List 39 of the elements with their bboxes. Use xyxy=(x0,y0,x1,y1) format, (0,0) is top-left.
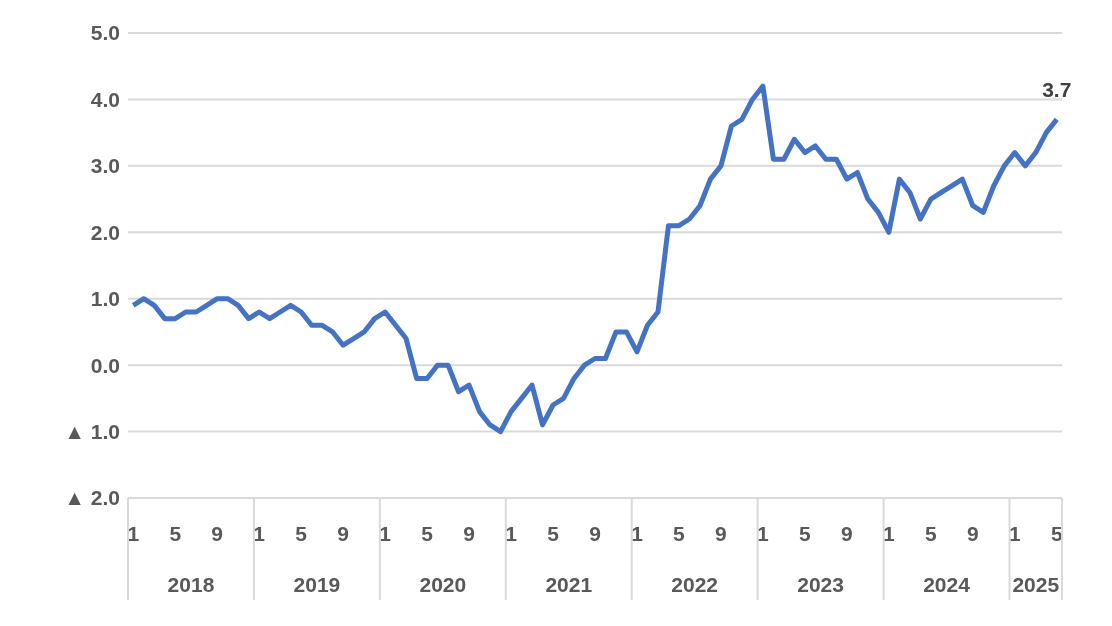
text: 2024 xyxy=(923,573,971,596)
x-tick-label: 1 xyxy=(127,521,140,545)
y-tick-label: 1.0 xyxy=(90,287,120,311)
x-tick-label: 1 xyxy=(505,521,518,545)
y-tick-label: 3.0 xyxy=(90,154,120,178)
x-tick-label: 1 xyxy=(379,521,392,545)
x-tick-label: 9 xyxy=(589,521,601,545)
y-tick-label: 0.0 xyxy=(90,353,120,377)
y-tick-label: ▲ 2.0 xyxy=(64,486,120,510)
x-tick-label: 9 xyxy=(211,521,224,545)
x-tick-label: 1 xyxy=(1008,521,1021,545)
x-tick-label: 5 xyxy=(295,521,308,545)
text: 2019 xyxy=(293,573,341,596)
x-tick-label: 5 xyxy=(799,521,812,545)
x-tick-label: 9 xyxy=(337,521,349,545)
y-tick-label: 2.0 xyxy=(90,220,120,244)
x-tick-label: 9 xyxy=(841,521,853,545)
text: 2021 xyxy=(545,573,593,596)
x-tick-label: 1 xyxy=(631,521,644,545)
x-tick-label: 5 xyxy=(924,521,937,545)
data-label: 3.7 xyxy=(1042,78,1072,102)
x-tick-label: 5 xyxy=(673,521,686,545)
x-tick-label: 9 xyxy=(463,521,475,545)
x-tick-label: 9 xyxy=(715,521,727,545)
x-tick-label: 9 xyxy=(966,521,979,545)
x-tick-label: 5 xyxy=(421,521,434,545)
y-tick-label: 5.0 xyxy=(90,21,120,45)
y-tick-label: 4.0 xyxy=(90,87,120,111)
x-tick-label: 1 xyxy=(883,521,895,545)
x-tick-label: 1 xyxy=(757,521,770,545)
x-tick-label: 1 xyxy=(253,521,266,545)
text: 2022 xyxy=(671,573,719,596)
text: 2025 xyxy=(1012,573,1060,596)
x-tick-label: 5 xyxy=(169,521,182,545)
text: 2020 xyxy=(419,573,467,596)
x-tick-label: 5 xyxy=(547,521,560,545)
text: 2023 xyxy=(797,573,844,596)
text: 2018 xyxy=(167,573,215,596)
y-tick-label: ▲ 1.0 xyxy=(64,420,120,444)
